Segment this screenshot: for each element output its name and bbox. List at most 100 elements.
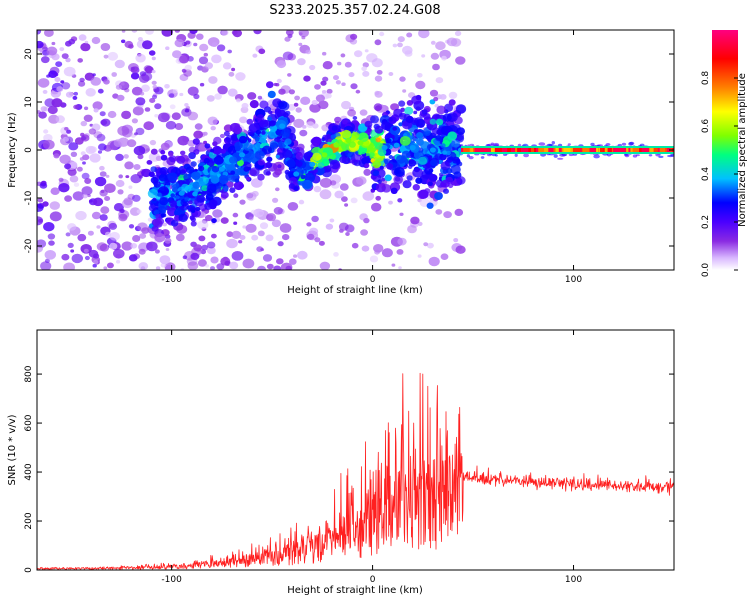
- spectrogram-cell: [628, 142, 634, 146]
- spectrogram-cell: [50, 187, 60, 195]
- spectrogram-cell: [252, 53, 258, 58]
- y-tick-label: 800: [24, 365, 34, 382]
- spectrogram-cell: [439, 94, 447, 100]
- spectrogram-cell: [354, 50, 363, 58]
- spectrogram-cell: [330, 134, 337, 140]
- spectrogram-cell: [293, 186, 299, 191]
- spectrogram-cell: [226, 238, 238, 249]
- spectrogram-cell: [104, 183, 116, 193]
- spectrogram-cell: [113, 248, 125, 259]
- spectrogram-cell: [427, 181, 433, 186]
- spectrogram-cell: [454, 30, 462, 37]
- spectrogram-cell: [334, 190, 344, 199]
- spectrogram-cell: [190, 221, 197, 227]
- spectrogram-cell: [377, 179, 382, 184]
- spectrogram-cell: [227, 49, 232, 54]
- spectrogram-cell: [375, 137, 381, 143]
- spectrogram-cell: [131, 30, 138, 33]
- spectrogram-cell: [67, 168, 77, 177]
- spectrogram-cell: [433, 96, 439, 102]
- spectrogram-cell: [450, 164, 461, 175]
- spectrogram-cell: [364, 120, 373, 128]
- spectrogram-cell: [67, 242, 74, 248]
- spectrogram-cell: [362, 70, 370, 77]
- spectrogram-cell: [361, 245, 370, 252]
- spectrogram-cell: [233, 181, 244, 191]
- carrier-segment: [649, 148, 654, 152]
- spectrogram-cell: [37, 40, 44, 49]
- spectrogram-cell: [169, 104, 176, 110]
- spectrogram-cell: [200, 249, 207, 255]
- spectrogram-cell: [203, 52, 208, 57]
- spectrogram-cell: [445, 168, 453, 174]
- spectrogram-cell: [440, 143, 446, 149]
- spectrogram-cell: [311, 215, 319, 223]
- spectrogram-cell: [151, 56, 156, 61]
- spectrogram-cell: [239, 199, 246, 205]
- spectrogram-cell: [428, 155, 433, 159]
- spectrogram-cell: [352, 116, 358, 120]
- spectrogram-cell: [394, 167, 405, 177]
- spectrogram-cell: [154, 103, 162, 110]
- spectrogram-cell: [441, 55, 447, 61]
- spectrogram-cell: [383, 158, 391, 165]
- x-tick-label: -100: [161, 275, 182, 285]
- spectrogram-cell: [455, 104, 467, 114]
- spectrogram-cell: [263, 169, 271, 176]
- spectrogram-cell: [85, 88, 96, 97]
- spectrogram-cell: [132, 235, 141, 242]
- snr-y-ticks: 0 200 400 600 800: [24, 365, 674, 573]
- spectrogram-cell: [149, 98, 156, 103]
- spectrogram-cell: [254, 136, 260, 142]
- spectrogram-cell: [56, 86, 64, 92]
- spectrogram-cell: [168, 93, 175, 98]
- spectrogram-cell: [417, 221, 423, 226]
- spectrogram-cell: [164, 262, 176, 270]
- spectrogram-cell: [176, 155, 186, 164]
- x-tick-label: 0: [370, 575, 376, 585]
- spectrogram-cell: [210, 126, 216, 131]
- spectrogram-cell: [189, 30, 198, 34]
- spectrogram-cell: [104, 196, 111, 201]
- snr-line: [37, 372, 674, 570]
- spectrogram-cell: [83, 248, 89, 253]
- spectrogram-cell: [456, 176, 466, 185]
- spectrogram-cell: [267, 116, 273, 122]
- spectrogram-cell: [210, 256, 219, 264]
- spectrogram-cell: [442, 113, 452, 122]
- spectrogram-cell: [211, 54, 222, 64]
- chart-title: S233.2025.357.02.24.G08: [269, 3, 440, 18]
- spectrogram-cell: [59, 154, 71, 164]
- spectrogram-cell: [251, 234, 259, 241]
- spectrogram-cell: [557, 157, 564, 160]
- spectrogram-cell: [188, 200, 193, 205]
- spectrogram-cell: [356, 176, 367, 186]
- spectrogram-cell: [339, 156, 347, 164]
- spectrogram-cell: [217, 85, 228, 95]
- spectrogram-cell: [255, 129, 262, 135]
- spectrogram-cell: [160, 213, 165, 218]
- spectrogram-cell: [154, 249, 160, 254]
- spectrogram-cell: [366, 53, 378, 63]
- spectrogram-cell: [78, 34, 87, 41]
- spectrogram-cell: [232, 30, 242, 38]
- spectrogram-cell: [148, 171, 155, 178]
- spectrogram-cell: [299, 129, 308, 137]
- spectrogram-cell: [323, 165, 332, 173]
- y-tick-label: 20: [24, 48, 34, 60]
- spectrogram-cell: [635, 154, 640, 157]
- spectrogram-cell: [538, 142, 546, 146]
- spectrogram-cell: [403, 113, 411, 120]
- spectrogram-cell: [344, 224, 355, 233]
- colorbar-tick-label: 0.8: [701, 71, 711, 86]
- spectrogram-cell: [339, 228, 344, 233]
- spectrogram-cell: [443, 188, 449, 194]
- spectrogram-cell: [265, 234, 274, 242]
- spectrogram-cell: [424, 130, 431, 137]
- spectrogram-cell: [38, 111, 47, 119]
- spectrogram-cell: [154, 86, 164, 95]
- spectrogram-cell: [136, 209, 142, 214]
- spectrogram-cell: [344, 203, 349, 207]
- spectrogram-cell: [375, 195, 382, 201]
- carrier-segment: [553, 148, 557, 152]
